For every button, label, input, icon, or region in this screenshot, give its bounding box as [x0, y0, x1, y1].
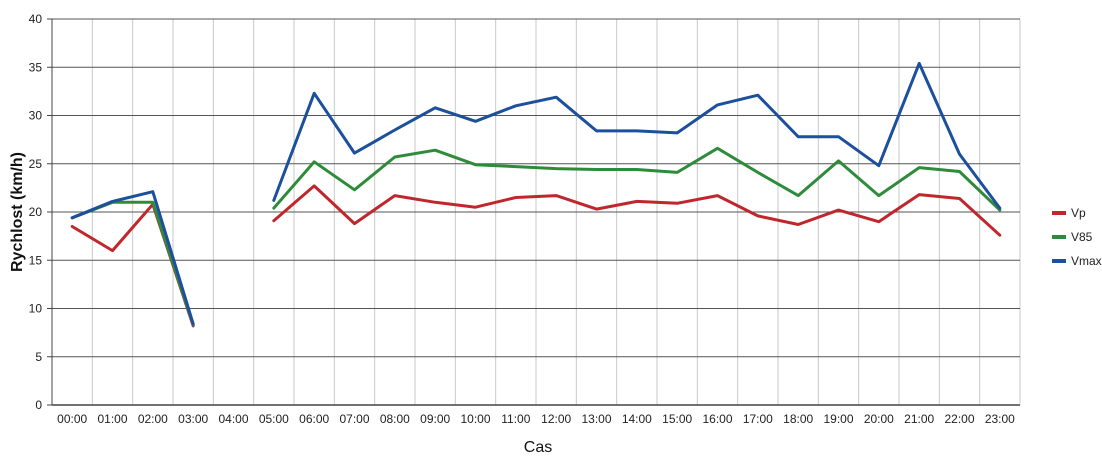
x-tick-label: 05:00	[259, 412, 289, 426]
x-tick-label: 23:00	[985, 412, 1015, 426]
x-tick-label: 09:00	[420, 412, 450, 426]
series-line-vmax	[70, 190, 195, 326]
y-tick-label: 0	[35, 398, 42, 412]
series-line-v85	[272, 146, 1002, 212]
legend: Vp V85 Vmax	[1052, 206, 1102, 268]
x-tick-label: 11:00	[501, 412, 530, 426]
legend-label: Vmax	[1071, 254, 1102, 268]
x-axis-label: Cas	[524, 439, 552, 456]
x-tick-label: 02:00	[138, 412, 168, 426]
x-tick-label: 17:00	[743, 412, 773, 426]
data-series	[70, 61, 1002, 328]
series-line-vp	[272, 184, 1002, 237]
x-tick-label: 08:00	[380, 412, 410, 426]
y-tick-label: 5	[35, 350, 42, 364]
legend-label: Vp	[1071, 206, 1086, 220]
x-tick-label: 13:00	[581, 412, 611, 426]
x-tick-label: 06:00	[299, 412, 329, 426]
y-tick-label: 30	[29, 109, 43, 123]
x-tick-label: 15:00	[662, 412, 692, 426]
x-tick-label: 16:00	[702, 412, 732, 426]
x-tick-label: 01:00	[97, 412, 127, 426]
y-tick-label: 25	[29, 157, 43, 171]
x-tick-label: 00:00	[57, 412, 87, 426]
x-tick-label: 07:00	[339, 412, 369, 426]
y-tick-label: 20	[29, 205, 43, 219]
y-tick-label: 15	[29, 253, 43, 267]
x-tick-label: 10:00	[460, 412, 490, 426]
x-tick-label: 18:00	[783, 412, 813, 426]
x-tick-label: 21:00	[904, 412, 934, 426]
y-tick-label: 10	[29, 302, 43, 316]
y-tick-label: 35	[29, 60, 43, 74]
legend-label: V85	[1071, 230, 1093, 244]
x-tick-label: 19:00	[823, 412, 853, 426]
x-tick-label: 12:00	[541, 412, 571, 426]
y-axis-label: Rychlost (km/h)	[9, 152, 26, 272]
x-tick-label: 14:00	[622, 412, 652, 426]
x-tick-label: 03:00	[178, 412, 208, 426]
series-line-vmax	[272, 61, 1002, 210]
x-tick-label: 04:00	[218, 412, 248, 426]
grid-lines	[51, 18, 1021, 406]
y-tick-label: 40	[29, 12, 43, 26]
y-tick-labels: 0 5 10 15 20 25 30 35 40	[29, 12, 52, 412]
x-tick-label: 20:00	[864, 412, 894, 426]
x-tick-label: 22:00	[944, 412, 974, 426]
x-tick-labels: 00:00 01:00 02:00 03:00 04:00 05:00 06:00 07:00…	[57, 412, 1015, 426]
